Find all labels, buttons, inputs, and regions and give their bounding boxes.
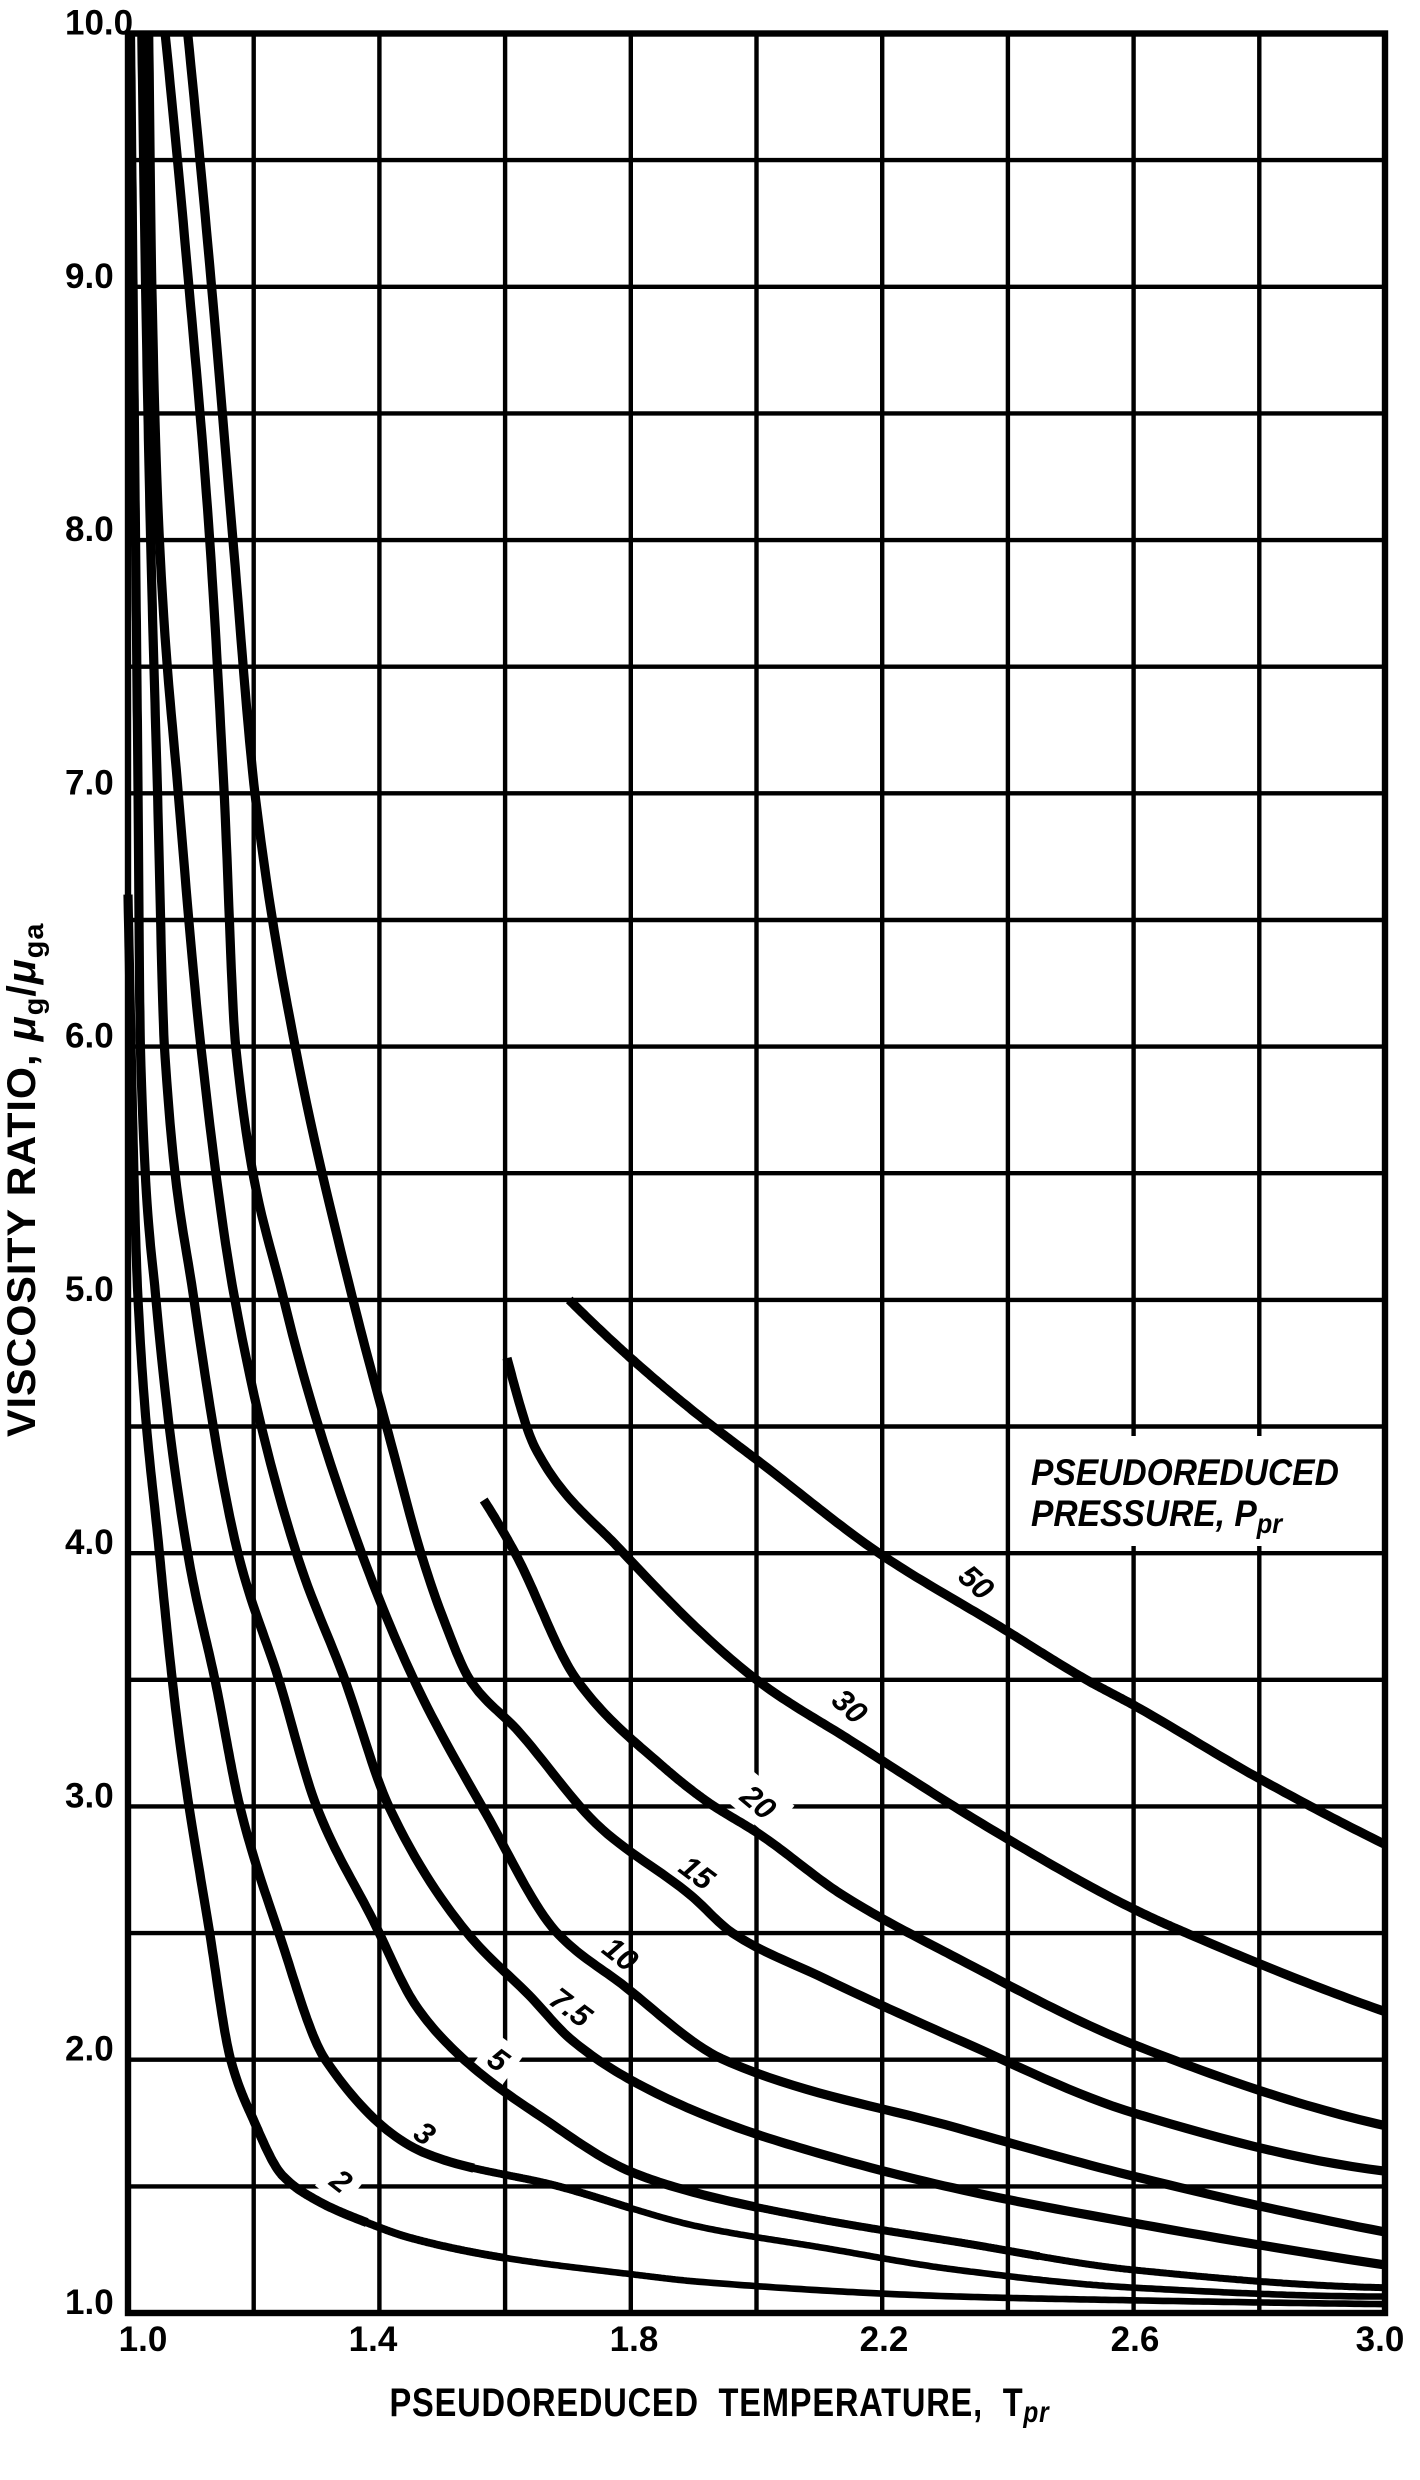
- svg-text:1.0: 1.0: [119, 2320, 168, 2359]
- svg-text:1.0: 1.0: [65, 2283, 114, 2322]
- svg-text:6.0: 6.0: [65, 1017, 114, 1056]
- svg-text:3.0: 3.0: [1356, 2320, 1405, 2359]
- svg-text:PSEUDOREDUCED: PSEUDOREDUCED: [1031, 1453, 1339, 1494]
- svg-text:PRESSURE, Ppr: PRESSURE, Ppr: [1031, 1494, 1284, 1540]
- svg-text:3.0: 3.0: [65, 1776, 114, 1815]
- svg-text:9.0: 9.0: [65, 257, 114, 296]
- svg-text:8.0: 8.0: [65, 510, 114, 549]
- svg-text:7.0: 7.0: [65, 763, 114, 802]
- svg-text:PSEUDOREDUCED TEMPERATURE, T: PSEUDOREDUCED TEMPERATURE, Tpr: [390, 2380, 1050, 2429]
- svg-text:10.0: 10.0: [65, 4, 133, 43]
- svg-text:1.8: 1.8: [610, 2320, 659, 2359]
- svg-text:5.0: 5.0: [65, 1270, 114, 1309]
- svg-text:1.4: 1.4: [349, 2320, 398, 2359]
- svg-text:2.2: 2.2: [860, 2320, 909, 2359]
- svg-text:2.6: 2.6: [1111, 2320, 1160, 2359]
- svg-text:4.0: 4.0: [65, 1523, 114, 1562]
- svg-text:2.0: 2.0: [65, 2030, 114, 2069]
